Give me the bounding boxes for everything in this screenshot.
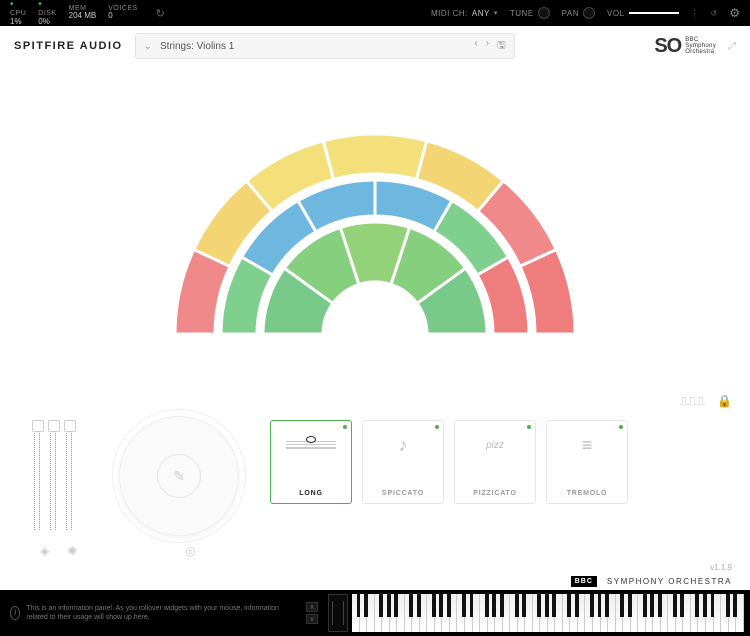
volume-slider[interactable]: VOL [607, 9, 679, 18]
midi-channel-select[interactable]: MIDI CH: ANY ▾ [431, 9, 498, 18]
settings-icon[interactable]: ⚙ [729, 6, 740, 20]
articulation-list: LONG♪SPICCATOpizzPIZZICATO≡TREMOLO [270, 416, 732, 566]
fader-2[interactable] [50, 420, 56, 530]
info-panel: i This is an information panel. As you r… [0, 600, 300, 626]
product-logo: SO BBC Symphony Orchestra ⤢ [654, 35, 736, 58]
expand-icon[interactable]: ⤢ [728, 41, 736, 52]
expression-knob[interactable]: ✎ [119, 416, 239, 536]
articulation-long[interactable]: LONG [270, 420, 352, 504]
main-display [0, 84, 750, 394]
header: SPITFIRE AUDIO ⌄ Strings: Violins 1 ‹ › … [0, 26, 750, 66]
version-label: v1.1.9 [710, 563, 732, 572]
bbc-badge: BBC [571, 576, 597, 587]
articulation-pizzicato[interactable]: pizzPIZZICATO [454, 420, 536, 504]
preset-name: Strings: Violins 1 [160, 41, 234, 52]
controller-icon-2[interactable]: ✺ [67, 544, 77, 558]
lock-icon[interactable]: 🔒 [717, 394, 732, 416]
chevron-down-icon[interactable]: ⌄ [144, 41, 152, 52]
controller-icon-1[interactable]: ◈ [40, 544, 49, 558]
tune-knob[interactable]: TUNE [510, 7, 550, 19]
octave-down-button[interactable]: ∨ [306, 614, 318, 624]
bottom-bar: i This is an information panel. As you r… [0, 590, 750, 636]
info-icon: i [10, 606, 20, 620]
more-icon[interactable]: ⋮ [691, 9, 699, 18]
mixer-icon[interactable]: ⎍⎍⎍ [680, 394, 705, 416]
top-bar: CPU 1% DISK 0% MEM 204 MB VOICES 0 ↻ MID… [0, 0, 750, 26]
reset-icon[interactable]: ↺ [711, 9, 718, 18]
pan-knob[interactable]: PAN [562, 7, 595, 19]
octave-up-button[interactable]: ∧ [306, 602, 318, 612]
mem-meter: MEM 204 MB [69, 5, 97, 21]
save-icon[interactable]: 🖫 [497, 38, 506, 55]
preset-next-icon[interactable]: › [486, 38, 489, 55]
fader-1[interactable] [34, 420, 40, 530]
disk-meter: DISK 0% [38, 0, 56, 27]
octave-buttons: ∧ ∨ [300, 602, 324, 624]
cpu-meter: CPU 1% [10, 0, 26, 27]
velocity-slider[interactable] [328, 594, 348, 632]
articulation-spiccato[interactable]: ♪SPICCATO [362, 420, 444, 504]
target-icon[interactable]: ◎ [185, 544, 195, 558]
voices-meter: VOICES 0 [108, 5, 137, 21]
fader-3[interactable] [66, 420, 72, 530]
brand-label: SPITFIRE AUDIO [14, 40, 123, 52]
orchestra-arc[interactable] [95, 84, 655, 354]
preset-prev-icon[interactable]: ‹ [474, 38, 477, 55]
refresh-icon[interactable]: ↻ [156, 7, 165, 20]
piano-keyboard[interactable] [352, 594, 744, 632]
articulation-tremolo[interactable]: ≡TREMOLO [546, 420, 628, 504]
preset-selector[interactable]: ⌄ Strings: Violins 1 ‹ › 🖫 [135, 33, 515, 59]
symphony-label: SYMPHONY ORCHESTRA [607, 577, 732, 586]
